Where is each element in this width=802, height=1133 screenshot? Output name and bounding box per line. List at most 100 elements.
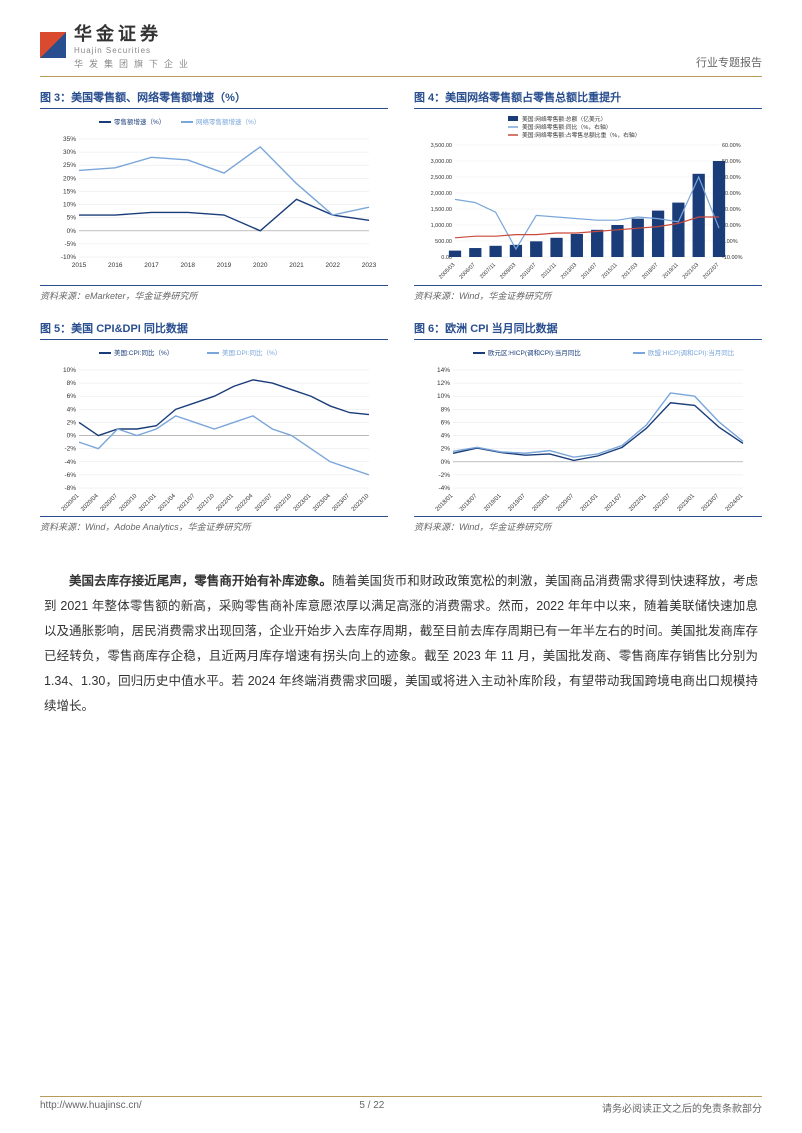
svg-text:2018/07: 2018/07 <box>641 262 659 280</box>
svg-text:-2%: -2% <box>64 446 76 453</box>
svg-text:5%: 5% <box>67 215 77 222</box>
chart-4-source: 资料来源：Wind，华金证券研究所 <box>414 285 762 302</box>
svg-text:2023/04: 2023/04 <box>312 493 332 513</box>
svg-text:2018: 2018 <box>181 262 196 269</box>
svg-text:2018/01: 2018/01 <box>435 493 455 513</box>
svg-text:2%: 2% <box>441 446 451 453</box>
svg-text:14%: 14% <box>437 367 450 374</box>
svg-text:2005/03: 2005/03 <box>438 262 456 280</box>
body-lead: 美国去库存接近尾声，零售商开始有补库迹象。 <box>69 574 332 588</box>
svg-text:60.00%: 60.00% <box>722 143 741 149</box>
svg-text:2019: 2019 <box>217 262 232 269</box>
svg-text:2022/01: 2022/01 <box>215 493 235 513</box>
svg-text:2015/11: 2015/11 <box>601 262 619 280</box>
svg-text:2021/03: 2021/03 <box>682 262 700 280</box>
footer-page: 5 / 22 <box>359 1100 384 1115</box>
svg-text:2019/11: 2019/11 <box>662 262 680 280</box>
svg-text:-5%: -5% <box>64 241 76 248</box>
svg-text:1,500.00: 1,500.00 <box>431 207 452 213</box>
svg-text:2020/07: 2020/07 <box>99 493 119 513</box>
chart-5-title: 图 5：美国 CPI&DPI 同比数据 <box>40 320 388 340</box>
svg-text:网络零售额增速（%）: 网络零售额增速（%） <box>196 117 260 126</box>
svg-text:2023: 2023 <box>362 262 377 269</box>
svg-text:-10%: -10% <box>61 254 76 261</box>
svg-text:2023/07: 2023/07 <box>701 493 721 513</box>
svg-text:2021/01: 2021/01 <box>580 493 600 513</box>
svg-text:0%: 0% <box>67 433 77 440</box>
chart-3-source: 资料来源：eMarketer，华金证券研究所 <box>40 285 388 302</box>
svg-text:10%: 10% <box>63 367 76 374</box>
chart-4-title: 图 4：美国网络零售额占零售总额比重提升 <box>414 89 762 109</box>
svg-text:35%: 35% <box>63 136 76 143</box>
svg-text:2,500.00: 2,500.00 <box>431 175 452 181</box>
chart-6-title: 图 6：欧洲 CPI 当月同比数据 <box>414 320 762 340</box>
svg-text:2017/03: 2017/03 <box>621 262 639 280</box>
svg-text:2023/01: 2023/01 <box>293 493 313 513</box>
page-header: 华金证券 Huajin Securities 华发集团旗下企业 行业专题报告 <box>40 20 762 77</box>
svg-text:2022/07: 2022/07 <box>254 493 274 513</box>
svg-text:2020/04: 2020/04 <box>80 493 100 513</box>
svg-text:2021/04: 2021/04 <box>157 493 177 513</box>
footer-url: http://www.huajinsc.cn/ <box>40 1100 142 1115</box>
svg-text:25%: 25% <box>63 162 76 169</box>
svg-text:2%: 2% <box>67 419 77 426</box>
svg-text:2020/01: 2020/01 <box>531 493 551 513</box>
svg-text:2020/10: 2020/10 <box>119 493 139 513</box>
svg-text:4%: 4% <box>67 406 77 413</box>
svg-text:2021/07: 2021/07 <box>177 493 197 513</box>
svg-text:2007/11: 2007/11 <box>479 262 497 280</box>
svg-text:2022/10: 2022/10 <box>273 493 293 513</box>
svg-text:3,500.00: 3,500.00 <box>431 143 452 149</box>
svg-text:2023/07: 2023/07 <box>331 493 351 513</box>
svg-text:2010/07: 2010/07 <box>519 262 537 280</box>
logo-cn: 华金证券 <box>74 24 162 44</box>
svg-text:2021/07: 2021/07 <box>604 493 624 513</box>
svg-text:2020: 2020 <box>253 262 268 269</box>
chart-5: 图 5：美国 CPI&DPI 同比数据 -8%-6%-4%-2%0%2%4%6%… <box>40 320 388 533</box>
svg-text:欧盟:HICP(调和CPI):当月同比: 欧盟:HICP(调和CPI):当月同比 <box>648 348 735 357</box>
svg-text:6%: 6% <box>67 393 77 400</box>
svg-text:2,000.00: 2,000.00 <box>431 191 452 197</box>
svg-text:2024/01: 2024/01 <box>725 493 745 513</box>
svg-text:2016: 2016 <box>108 262 123 269</box>
svg-text:2021/01: 2021/01 <box>138 493 158 513</box>
logo-block: 华金证券 Huajin Securities 华发集团旗下企业 <box>40 20 194 70</box>
svg-text:20%: 20% <box>63 175 76 182</box>
body-paragraph: 美国去库存接近尾声，零售商开始有补库迹象。随着美国货币和财政政策宽松的刺激，美国… <box>40 569 762 719</box>
svg-text:2023/01: 2023/01 <box>676 493 696 513</box>
svg-text:30%: 30% <box>63 149 76 156</box>
svg-text:6%: 6% <box>441 419 451 426</box>
svg-text:2009/03: 2009/03 <box>499 262 517 280</box>
svg-text:0%: 0% <box>67 228 77 235</box>
svg-text:欧元区:HICP(调和CPI):当月同比: 欧元区:HICP(调和CPI):当月同比 <box>488 348 581 357</box>
logo-sub: 华发集团旗下企业 <box>74 57 194 70</box>
svg-text:2019/01: 2019/01 <box>483 493 503 513</box>
logo-en: Huajin Securities <box>74 46 194 55</box>
chart-3-title: 图 3：美国零售额、网络零售额增速（%） <box>40 89 388 109</box>
svg-text:10%: 10% <box>437 393 450 400</box>
svg-text:2023/10: 2023/10 <box>351 493 371 513</box>
footer-disclaimer: 请务必阅读正文之后的免责条款部分 <box>602 1100 762 1115</box>
svg-text:8%: 8% <box>67 380 77 387</box>
chart-3: 图 3：美国零售额、网络零售额增速（%） -10% -5% 0% 5% 10% 15% 20… <box>40 89 388 302</box>
chart-5-source: 资料来源：Wind，Adobe Analytics，华金证券研究所 <box>40 516 388 533</box>
svg-text:15%: 15% <box>63 188 76 195</box>
svg-text:美国:DPI:同比（%）: 美国:DPI:同比（%） <box>222 348 281 357</box>
svg-text:500.00: 500.00 <box>435 239 452 245</box>
svg-text:2022/07: 2022/07 <box>702 262 720 280</box>
svg-text:2022/07: 2022/07 <box>652 493 672 513</box>
svg-text:美国:网络零售额:同比（%，右轴）: 美国:网络零售额:同比（%，右轴） <box>522 123 612 131</box>
body-para: 随着美国货币和财政政策宽松的刺激，美国商品消费需求得到快速释放，考虑到 2021… <box>44 574 758 713</box>
svg-text:2022/01: 2022/01 <box>628 493 648 513</box>
svg-text:2015: 2015 <box>72 262 87 269</box>
svg-text:美国:CPI:同比（%）: 美国:CPI:同比（%） <box>114 348 173 357</box>
svg-text:10%: 10% <box>63 202 76 209</box>
chart-6: 图 6：欧洲 CPI 当月同比数据 -4%-2%0%2%4%6%8%10%12%… <box>414 320 762 533</box>
svg-text:3,000.00: 3,000.00 <box>431 159 452 165</box>
svg-text:2021: 2021 <box>289 262 304 269</box>
svg-text:美国:网络零售额:总额（亿美元）: 美国:网络零售额:总额（亿美元） <box>522 115 606 123</box>
svg-text:-4%: -4% <box>64 459 76 466</box>
svg-text:2011/11: 2011/11 <box>540 262 558 280</box>
header-category: 行业专题报告 <box>696 54 762 70</box>
svg-text:2021/10: 2021/10 <box>196 493 216 513</box>
